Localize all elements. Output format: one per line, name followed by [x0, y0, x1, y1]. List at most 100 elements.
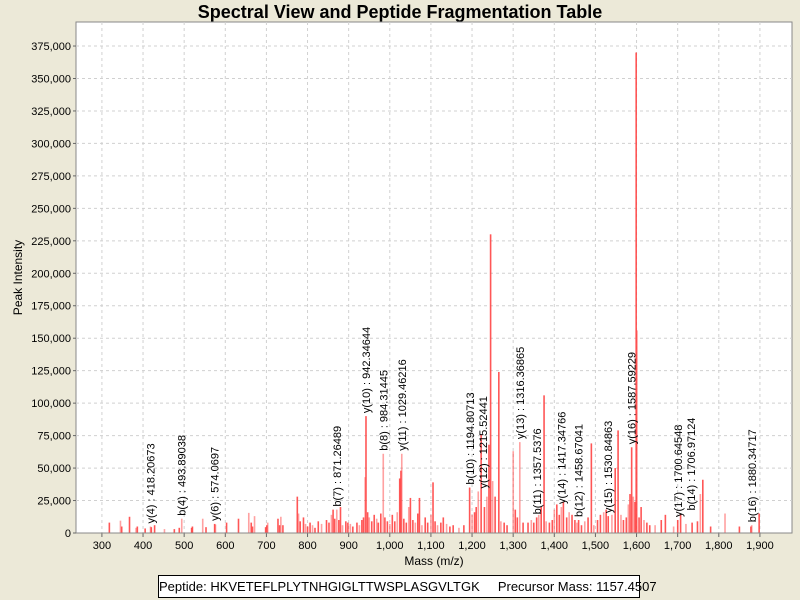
peak-bar	[583, 521, 586, 533]
peak-bar	[560, 507, 563, 533]
peak-bar	[282, 525, 284, 533]
peak-bar	[330, 514, 333, 533]
peak-bar	[679, 513, 682, 533]
peak-bar	[548, 522, 551, 533]
peak-bar	[676, 520, 679, 533]
peak-bar	[120, 526, 123, 533]
peak-bar	[412, 520, 414, 533]
x-tick-label: 1,700	[664, 540, 692, 552]
peak-bar	[311, 525, 314, 533]
y-tick-label: 325,000	[31, 106, 71, 118]
peak-bar	[108, 522, 111, 533]
peak-bar	[483, 507, 486, 533]
peak-bar	[506, 525, 508, 533]
peak-bar	[214, 524, 217, 533]
y-tick-label: 50,000	[37, 463, 71, 475]
peak-bar	[370, 521, 373, 533]
peak-bar	[627, 504, 630, 533]
peak-bar	[430, 514, 432, 533]
x-tick-label: 300	[93, 540, 111, 552]
peak-bar	[699, 494, 702, 533]
peak-bar	[341, 525, 344, 533]
peak-bar	[391, 514, 394, 533]
peak-bar	[426, 522, 429, 533]
peak-bar	[366, 512, 369, 533]
x-tick-label: 1,500	[582, 540, 610, 552]
peak-bar	[150, 527, 153, 533]
y-tick-label: 300,000	[31, 138, 71, 150]
y-tick-label: 250,000	[31, 203, 71, 215]
peak-bar	[625, 517, 628, 533]
peak-bar	[646, 522, 648, 533]
peak-bar	[436, 525, 439, 533]
peak-bar	[576, 522, 578, 533]
peak-bar	[620, 514, 622, 533]
fragment-annotation: y(13) : 1316.36865	[515, 347, 527, 439]
peak-bar	[648, 525, 651, 533]
peak-bar	[328, 522, 330, 533]
peak-bar	[365, 416, 367, 533]
peak-bar	[551, 520, 554, 533]
peak-bar	[660, 520, 663, 533]
peak-bar	[696, 521, 699, 533]
precursor-mass-label: Precursor Mass: 1157.4507	[497, 579, 657, 594]
peak-bar	[664, 514, 667, 533]
peak-bar	[317, 521, 320, 533]
fragment-annotation: y(17) : 1700.64548	[673, 425, 685, 517]
peak-bar	[320, 523, 323, 533]
peak-bar	[614, 468, 617, 533]
peak-bar	[405, 522, 408, 533]
peak-bar	[253, 516, 256, 533]
peak-bar	[377, 522, 380, 533]
x-tick-label: 1,900	[746, 540, 774, 552]
peak-bar	[512, 451, 515, 533]
fragment-annotation: b(12) : 1458.67041	[573, 424, 585, 517]
peak-bar	[396, 512, 399, 533]
peak-bar	[400, 453, 403, 533]
peak-bar	[758, 513, 760, 533]
peak-bar	[535, 517, 538, 533]
peak-bar	[421, 525, 423, 533]
peak-bar	[338, 520, 340, 533]
peak-bar	[643, 520, 645, 533]
y-tick-label: 25,000	[37, 496, 71, 508]
peak-bar	[373, 514, 376, 533]
peak-bar	[750, 526, 752, 533]
peak-bar	[596, 520, 599, 533]
x-tick-label: 1,600	[623, 540, 651, 552]
fragment-annotation: y(10) : 942.34644	[361, 327, 373, 413]
peak-bar	[424, 517, 427, 533]
peak-bar	[488, 444, 490, 533]
peak-bar	[297, 513, 300, 533]
y-tick-label: 275,000	[31, 171, 71, 183]
peak-bar	[449, 526, 451, 533]
peak-bar	[119, 520, 122, 533]
peak-bar	[463, 525, 465, 533]
y-tick-label: 150,000	[31, 333, 71, 345]
peak-bar	[494, 496, 496, 533]
y-tick-label: 225,000	[31, 236, 71, 248]
peak-bar	[532, 522, 535, 533]
peak-bar	[480, 434, 482, 533]
peak-bar	[540, 507, 542, 533]
peak-bar	[565, 517, 568, 533]
x-tick-label: 1,100	[417, 540, 445, 552]
peak-bar	[632, 496, 635, 533]
peak-bar	[475, 507, 478, 533]
peak-bar	[339, 507, 342, 533]
fragment-annotation: b(4) : 493.89038	[177, 435, 189, 516]
x-tick-label: 1,400	[541, 540, 569, 552]
peak-bar	[635, 52, 637, 534]
peak-bar	[302, 517, 305, 533]
peak-bar	[672, 526, 675, 533]
peak-bar	[306, 526, 309, 533]
peak-bar	[247, 512, 250, 533]
peak-bar	[587, 517, 589, 533]
peak-bar	[638, 517, 640, 533]
peak-bar	[361, 520, 363, 533]
x-tick-label: 500	[175, 540, 193, 552]
y-tick-label: 75,000	[37, 431, 71, 443]
peak-bar	[358, 525, 361, 533]
peak-bar	[332, 509, 334, 533]
peak-bar	[622, 520, 625, 533]
